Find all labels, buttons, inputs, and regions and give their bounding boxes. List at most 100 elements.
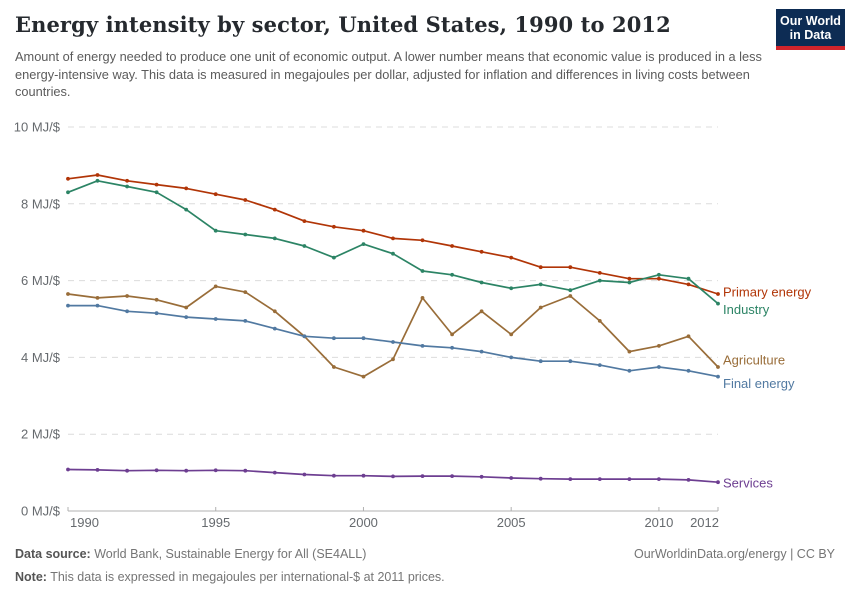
data-point-agriculture-2002 <box>420 296 425 300</box>
owid-logo-text: Our World in Data <box>776 9 845 46</box>
page-title: Energy intensity by sector, United State… <box>15 12 671 37</box>
line-chart: 0 MJ/$ 2 MJ/$ 4 MJ/$ 6 MJ/$ 8 MJ/$ 10 MJ/$ 199… <box>14 120 812 531</box>
data-point-final-energy-1997 <box>272 326 277 331</box>
data-point-industry-2010 <box>657 272 661 277</box>
series-label-primary-energy[interactable]: Primary energy <box>723 285 812 300</box>
data-point-agriculture-2000 <box>361 374 366 379</box>
data-point-industry-2005 <box>509 286 514 291</box>
data-point-final-energy-2003 <box>450 345 454 350</box>
x-axis-label-2005: 2005 <box>497 515 526 530</box>
data-point-agriculture-2008 <box>597 319 602 323</box>
data-point-primary-energy-2007 <box>568 265 573 270</box>
data-point-primary-energy-1997 <box>272 207 277 212</box>
data-point-final-energy-1990 <box>66 303 70 308</box>
data-point-agriculture-2007 <box>568 294 573 298</box>
data-point-industry-1997 <box>272 236 277 241</box>
data-point-primary-energy-2006 <box>538 265 543 270</box>
data-point-agriculture-2004 <box>479 309 484 314</box>
series-label-final-energy[interactable]: Final energy <box>723 376 795 391</box>
y-axis-label-10: 10 MJ/$ <box>14 120 61 135</box>
data-point-industry-2003 <box>450 272 454 277</box>
data-point-agriculture-2003 <box>450 332 454 337</box>
x-axis-label-1990: 1990 <box>70 515 99 530</box>
y-axis-label-0: 0 MJ/$ <box>21 504 61 519</box>
data-point-services-2011 <box>686 478 691 482</box>
data-point-services-1990 <box>66 467 70 472</box>
data-point-industry-2004 <box>479 280 484 285</box>
data-point-final-energy-1993 <box>154 311 159 316</box>
data-point-final-energy-1998 <box>302 334 307 339</box>
series-line-primary-energy[interactable] <box>67 174 719 295</box>
data-point-services-1996 <box>243 468 248 473</box>
chart-subtitle: Amount of energy needed to produce one u… <box>15 49 762 99</box>
data-point-services-2004 <box>479 474 484 479</box>
data-point-primary-energy-1991 <box>95 173 100 177</box>
data-point-primary-energy-1994 <box>184 186 189 191</box>
series-line-industry[interactable] <box>67 179 719 305</box>
y-axis-label-6: 6 MJ/$ <box>21 273 61 288</box>
data-point-agriculture-2009 <box>627 349 632 354</box>
note-text: This data is expressed in megajoules per… <box>50 570 445 584</box>
data-point-industry-2006 <box>538 282 543 287</box>
data-point-services-2008 <box>597 477 602 481</box>
data-point-agriculture-2005 <box>509 332 514 337</box>
data-point-industry-1993 <box>154 190 159 195</box>
note-label: Note: <box>15 570 47 584</box>
data-point-primary-energy-2000 <box>361 228 366 233</box>
data-point-final-energy-2007 <box>568 359 573 364</box>
x-axis-label-2000: 2000 <box>349 515 378 530</box>
data-point-industry-1990 <box>66 190 70 195</box>
series-label-services[interactable]: Services <box>723 476 773 491</box>
note-line: Note: This data is expressed in megajoul… <box>15 566 835 589</box>
data-point-industry-1994 <box>184 207 189 212</box>
data-point-industry-2002 <box>420 269 425 273</box>
series-label-industry[interactable]: Industry <box>723 302 770 317</box>
data-point-primary-energy-2009 <box>627 276 632 281</box>
data-point-agriculture-1999 <box>332 365 336 369</box>
data-point-services-1998 <box>302 472 307 477</box>
data-source-label: Data source: <box>15 547 91 561</box>
y-axis-label-2: 2 MJ/$ <box>21 427 61 442</box>
data-point-final-energy-2005 <box>509 355 514 360</box>
data-point-final-energy-2011 <box>686 368 691 373</box>
data-point-primary-energy-2004 <box>479 249 484 254</box>
data-point-primary-energy-1995 <box>213 192 218 197</box>
data-point-primary-energy-1998 <box>302 219 307 223</box>
data-point-industry-2000 <box>361 242 366 247</box>
data-point-final-energy-1994 <box>184 315 189 319</box>
chart-footer: Data source: World Bank, Sustainable Ene… <box>15 543 835 589</box>
data-point-industry-2012 <box>716 301 720 306</box>
data-point-services-2000 <box>361 473 366 478</box>
data-point-services-2006 <box>538 476 543 481</box>
data-point-industry-1995 <box>213 228 218 233</box>
data-point-services-1992 <box>125 468 129 473</box>
x-axis-label-2012: 2012 <box>690 515 719 530</box>
owid-citation-link[interactable]: OurWorldinData.org/energy | CC BY <box>633 547 835 561</box>
x-axis-label-2010: 2010 <box>644 515 673 530</box>
series-line-agriculture[interactable] <box>67 285 719 378</box>
data-point-industry-1996 <box>243 232 248 237</box>
data-point-agriculture-2006 <box>538 305 543 310</box>
data-point-final-energy-1995 <box>213 317 218 321</box>
data-point-final-energy-2009 <box>627 368 632 373</box>
data-point-services-2012 <box>716 480 720 485</box>
data-point-services-1995 <box>213 468 218 473</box>
data-point-agriculture-2010 <box>657 344 661 348</box>
data-point-industry-2001 <box>391 251 395 256</box>
owid-logo-red-strip <box>776 46 845 50</box>
data-point-final-energy-2008 <box>597 363 602 367</box>
data-source-text: World Bank, Sustainable Energy for All (… <box>94 547 367 561</box>
data-point-primary-energy-2011 <box>686 282 691 287</box>
data-point-services-1991 <box>95 468 100 472</box>
series-label-agriculture[interactable]: Agriculture <box>723 353 785 368</box>
data-point-primary-energy-1992 <box>125 178 129 183</box>
data-point-industry-2007 <box>568 288 573 293</box>
data-point-agriculture-1993 <box>154 297 159 302</box>
owid-logo[interactable]: Our World in Data <box>776 9 845 50</box>
data-point-industry-2009 <box>627 280 632 285</box>
data-point-services-1997 <box>272 470 277 475</box>
data-point-final-energy-1999 <box>332 336 336 341</box>
data-point-agriculture-1996 <box>243 290 248 294</box>
data-point-agriculture-2001 <box>391 357 395 362</box>
